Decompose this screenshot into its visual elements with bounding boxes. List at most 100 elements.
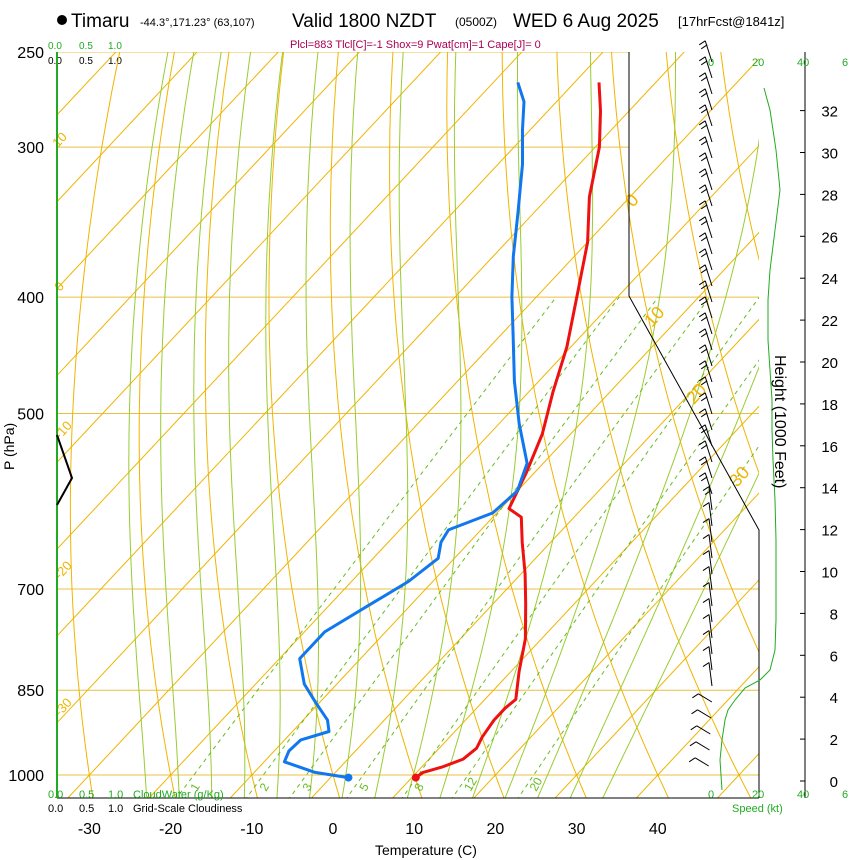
- pressure-tick-label: 400: [17, 290, 44, 307]
- wind-barb-flag: [698, 264, 706, 270]
- wind-barb-flag: [700, 76, 708, 82]
- cl-tick-top-2: 1.0: [108, 56, 122, 67]
- wind-barb-staff: [708, 630, 713, 655]
- pressure-tick-label: 300: [17, 140, 44, 157]
- wind-barb-flag: [698, 328, 706, 334]
- wind-barb-staff: [704, 408, 713, 431]
- height-tick-label: 30: [821, 146, 838, 163]
- speed-tick-bottom-0: 0: [708, 789, 714, 801]
- wind-barb-staff: [708, 646, 713, 671]
- speed-label: Speed (kt): [732, 803, 783, 815]
- height-tick-label: 22: [821, 313, 838, 330]
- pressure-tick-label: 250: [17, 45, 44, 62]
- isotherm-line: [57, 52, 279, 290]
- valid-date: WED 6 Aug 2025: [513, 11, 659, 32]
- temperature-tick-label: -20: [159, 821, 182, 838]
- pressure-tick-label: 1000: [8, 768, 44, 785]
- surface-dewpoint-marker: [344, 773, 353, 782]
- wind-barb-staff: [697, 709, 712, 719]
- dry-adiabat-line: [268, 52, 341, 798]
- wind-barb-flag: [700, 348, 708, 354]
- wind-barb-flag: [700, 124, 708, 130]
- wind-barb-staff: [704, 232, 713, 255]
- pressure-tick-label: 700: [17, 582, 44, 599]
- dry-adiabat-line: [665, 52, 759, 475]
- wind-barb-staff: [704, 248, 713, 271]
- temperature-tick-label: -10: [240, 821, 263, 838]
- wind-barb-flag: [700, 364, 708, 370]
- moist-adiabat-line: [341, 52, 362, 798]
- mixing-ratio-line: [517, 445, 759, 798]
- isotherm-line: [148, 144, 759, 798]
- wind-barb-flag: [698, 344, 706, 350]
- wind-barb-flag: [700, 300, 708, 306]
- dewpoint-line: [282, 81, 529, 780]
- wind-barb-staff: [695, 741, 710, 751]
- temperature-tick-label: 10: [405, 821, 423, 838]
- moist-adiabat-line: [305, 52, 319, 798]
- isotherm-line: [392, 405, 759, 798]
- moist-adiabat-line: [471, 52, 594, 798]
- top-cloud-ticks: 0.0 0.5 1.0 0.0 0.5 1.0: [48, 41, 122, 67]
- wind-barb-flag: [698, 472, 706, 478]
- dry-adiabat-line: [446, 52, 587, 798]
- height-tick-label: 18: [821, 397, 838, 414]
- wind-barb-flag: [698, 216, 706, 222]
- speed-tick-top-0: 0: [708, 57, 714, 69]
- wind-barb-staff: [704, 88, 713, 111]
- wind-barb-flag: [700, 316, 708, 322]
- wind-barb-staff: [708, 486, 713, 511]
- wind-barb-flag: [702, 486, 710, 491]
- wind-barb-flag: [700, 284, 708, 290]
- mixing-ratio-line: [289, 296, 659, 798]
- wind-barb-flag: [698, 152, 706, 158]
- dry-adiabat-line: [138, 52, 176, 798]
- wind-barb-flag: [690, 725, 698, 731]
- isotherm-label: -30: [51, 695, 75, 719]
- wind-barb-flag: [698, 104, 706, 110]
- frame-outline: [628, 52, 760, 798]
- station-name: Timaru: [71, 11, 129, 32]
- wind-barb-flag: [700, 252, 708, 258]
- wind-barb-staff: [704, 280, 713, 303]
- wind-barb-staff: [704, 184, 713, 207]
- pressure-axis: 250 300 400 500 700 850 1000: [8, 45, 44, 785]
- temperature-line: [414, 82, 602, 779]
- mixing-ratio-line: [346, 296, 711, 798]
- dry-adiabat-line: [329, 52, 423, 798]
- wind-barb-flag: [700, 92, 708, 98]
- height-tick-label: 20: [821, 355, 838, 372]
- height-tick-label: 6: [830, 648, 838, 665]
- wind-barb-flag: [698, 296, 706, 302]
- isotherm-line: [67, 58, 759, 798]
- wind-barb-flag: [698, 56, 706, 62]
- mixing-ratio-line: [176, 296, 557, 798]
- wind-barb-flag: [702, 582, 710, 587]
- wind-barb-flag: [698, 456, 706, 462]
- wind-barb-flag: [702, 646, 710, 651]
- wind-barb-staff: [704, 392, 713, 415]
- cl-tick-bottom-0: 0.0: [48, 803, 63, 815]
- wind-barb-staff: [708, 662, 713, 687]
- wind-barb-flag: [700, 412, 708, 418]
- temperature-tick-label: -30: [78, 821, 101, 838]
- wind-barb-flag: [698, 248, 706, 254]
- moist-adiabat-line: [569, 365, 759, 798]
- moist-adiabat-line: [193, 52, 222, 798]
- isotherm-label: 10: [640, 302, 668, 330]
- height-tick-label: 16: [821, 439, 838, 456]
- isotherm-label: 20: [682, 379, 710, 407]
- wind-barb-flag: [698, 424, 706, 430]
- wind-barb-flag: [700, 268, 708, 274]
- cloudiness-label: Grid-Scale Cloudiness: [133, 803, 243, 815]
- speed-tick-top-2: 40: [797, 57, 809, 69]
- moist-adiabat-line: [537, 137, 759, 798]
- wind-barb-staff: [704, 136, 713, 159]
- speed-axis-bottom: 0 20 40 6 Speed (kt): [708, 789, 848, 815]
- wind-barb-staff: [708, 582, 713, 607]
- isotherm-line: [57, 52, 685, 724]
- wind-barb-flag: [700, 444, 708, 450]
- wind-barb-flag: [700, 44, 708, 50]
